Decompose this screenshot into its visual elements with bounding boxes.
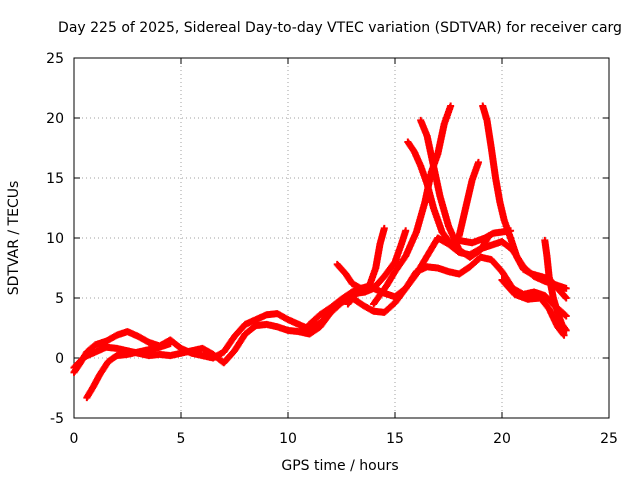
series-sat-k [541, 236, 570, 334]
y-tick-label: -5 [50, 411, 64, 427]
x-tick-labels: 0 5 10 15 20 25 [70, 431, 618, 447]
y-tick-labels: -5 0 5 10 15 20 25 [46, 51, 64, 427]
series-sat-i [479, 102, 570, 302]
data-point [474, 158, 482, 166]
series-sat-l [498, 276, 568, 339]
y-tick-label: 10 [46, 231, 64, 247]
series-sat-c [83, 340, 174, 402]
data-point [562, 294, 570, 302]
x-tick-label: 15 [386, 431, 404, 447]
data-point [447, 102, 455, 110]
x-tick-label: 25 [600, 431, 618, 447]
series-sat-j [455, 227, 515, 247]
x-tick-label: 20 [493, 431, 511, 447]
data-series [70, 102, 570, 402]
x-tick-label: 5 [177, 431, 186, 447]
y-axis-title: SDTVAR / TECUs [6, 181, 22, 296]
data-point [560, 331, 568, 339]
chart-title: Day 225 of 2025, Sidereal Day-to-day VTE… [58, 20, 622, 36]
y-tick-label: 0 [55, 351, 64, 367]
data-point [380, 224, 388, 232]
series-sat-f [370, 102, 455, 308]
gridlines [74, 58, 609, 418]
data-point [562, 284, 570, 292]
data-point [507, 227, 515, 235]
data-point [561, 311, 569, 319]
data-point [166, 340, 174, 348]
x-axis-title: GPS time / hours [281, 458, 398, 474]
axis-ticks [73, 57, 610, 419]
data-point [562, 312, 570, 320]
y-tick-label: 15 [46, 171, 64, 187]
series-sat-g [404, 138, 482, 248]
y-tick-label: 5 [55, 291, 64, 307]
y-tick-label: 25 [46, 51, 64, 67]
x-tick-label: 10 [279, 431, 297, 447]
series-sat-m [305, 284, 367, 328]
x-tick-label: 0 [70, 431, 79, 447]
data-point [402, 227, 410, 235]
y-tick-label: 20 [46, 111, 64, 127]
data-point [359, 284, 367, 292]
